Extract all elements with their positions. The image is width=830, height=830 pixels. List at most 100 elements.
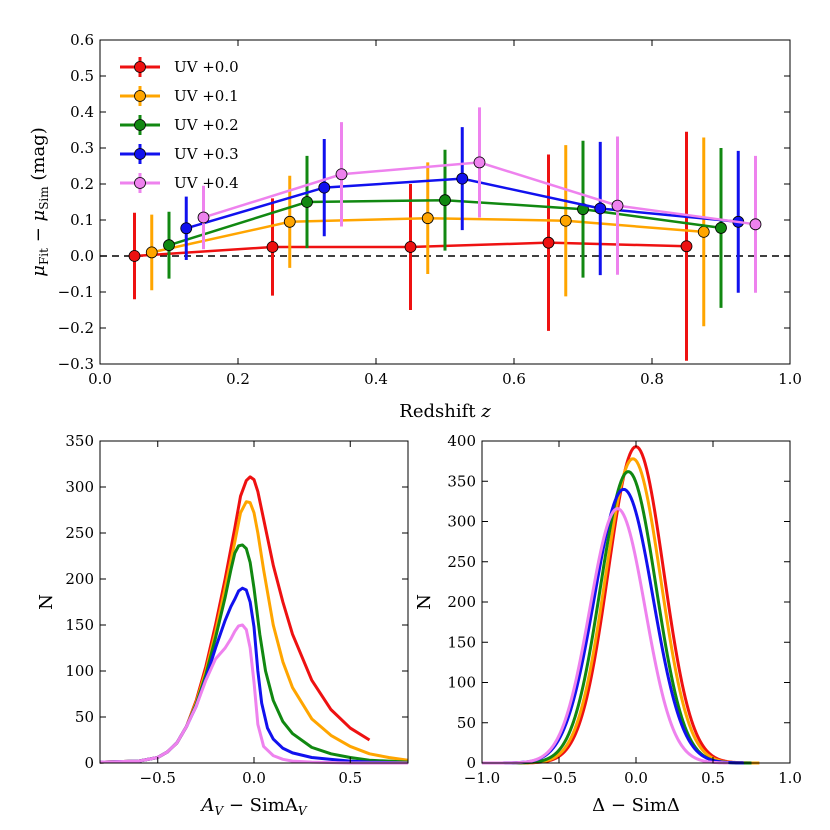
bottom-right-y-tick-label: 200 [447,593,476,611]
bottom-right-series-group [481,445,760,765]
top-y-tick-label: −0.1 [58,283,94,301]
top-y-tick-label: 0.6 [70,31,94,49]
data-point [611,199,624,212]
series-uv-0-1 [145,137,710,327]
bottom-right-y-tick-label: 0 [466,754,476,772]
legend-item-uv-0-1: UV +0.1 [120,86,239,106]
bottom-left-x-tick-label: 0.5 [338,769,362,787]
legend-item-uv-0-3: UV +0.3 [120,144,239,164]
bottom-right-y-tick-label: 400 [447,432,476,450]
bottom-left-x-tick-label: −0.5 [140,769,176,787]
bottom-right-panel: −1.0 −0.5 0.0 0.5 1.0 0 50 100 150 200 250 300 350 40… [414,432,802,816]
top-y-axis-label: μFit − μSim (mag) [28,127,51,276]
data-point [180,222,193,235]
bottom-right-x-tick-label: 1.0 [778,769,802,787]
bottom-left-x-axis-label: AV − SimAV [199,795,307,818]
bottom-left-y-tick-label: 0 [84,754,94,772]
curve-uv-0-3 [489,487,744,765]
bottom-right-x-tick-label: −1.0 [464,769,500,787]
bottom-right-y-tick-label: 150 [447,633,476,651]
bottom-left-plot-frame [99,440,409,764]
bottom-right-x-tick-label: −0.5 [541,769,577,787]
legend-label: UV +0.0 [174,58,239,76]
top-y-tick-label: 0.2 [70,175,94,193]
top-x-tick-label: 0.4 [364,370,388,388]
legend-label: UV +0.2 [174,116,239,134]
data-point [697,225,710,238]
bottom-left-axis-ticks: −0.5 0.0 0.5 0 50 100 150 200 250 300 350 [65,432,408,787]
data-point [163,239,175,252]
series-uv-0-0 [128,131,693,361]
top-series-group [128,107,762,361]
bottom-left-y-tick-label: 300 [65,478,94,496]
data-point [283,215,296,228]
top-x-tick-label: 0.0 [88,370,112,388]
top-y-tick-label: 0.5 [70,67,94,85]
series-uv-0-4 [197,107,762,293]
bottom-right-plot-frame [481,440,791,764]
top-y-tick-label: 0.1 [70,211,94,229]
top-y-tick-label: −0.3 [58,355,94,373]
bottom-right-x-axis-label: Δ − SimΔ [592,795,680,816]
bottom-right-y-tick-label: 100 [447,674,476,692]
top-x-axis-label: Redshift z [399,401,491,422]
legend-swatch-marker [134,119,146,131]
bottom-right-y-tick-label: 350 [447,472,476,490]
legend-label: UV +0.1 [174,87,239,105]
series-uv-0-3 [180,127,745,293]
data-point [456,172,469,185]
legend-swatch-marker [134,61,146,73]
bottom-left-y-tick-label: 200 [65,570,94,588]
data-point [542,236,555,249]
data-point [301,196,313,208]
bottom-right-x-tick-label: 0.0 [624,769,648,787]
data-point [439,194,451,207]
bottom-right-y-tick-label: 250 [447,553,476,571]
top-y-tick-label: 0.0 [70,247,94,265]
top-legend: UV +0.0 UV +0.1 UV +0.2 UV +0.3 UV +0.4 [120,57,239,193]
bottom-right-x-tick-label: 0.5 [701,769,725,787]
legend-swatch-marker [134,177,146,189]
bottom-left-x-tick-label: 0.0 [242,769,266,787]
bottom-left-y-axis-label: N [36,594,57,610]
top-panel: 0.0 0.2 0.4 0.6 0.8 1.0 −0.3 −0.2 −0.1 0.0 0.1 0.2 0… [28,31,802,422]
curve-uv-0-0 [512,445,760,765]
bottom-left-y-tick-label: 250 [65,524,94,542]
bottom-left-y-tick-label: 50 [75,708,94,726]
top-x-tick-label: 0.8 [640,370,664,388]
data-point [680,240,693,253]
top-y-tick-label: 0.4 [70,103,94,121]
data-point [559,214,572,227]
data-point [404,241,417,253]
bottom-right-y-axis-label: N [414,594,435,610]
data-point [749,218,762,231]
data-point [335,168,348,181]
bottom-left-y-tick-label: 350 [65,432,94,450]
curve-uv-0-4 [99,623,408,765]
data-point [128,250,141,262]
top-x-tick-label: 0.6 [502,370,526,388]
bottom-left-y-tick-label: 150 [65,616,94,634]
bottom-left-y-tick-label: 100 [65,662,94,680]
data-point [145,246,158,259]
curve-uv-0-4 [481,507,729,765]
legend-swatch-marker [134,148,146,160]
curve-uv-0-2 [99,543,409,764]
legend-item-uv-0-0: UV +0.0 [120,57,239,77]
data-point [473,156,486,169]
legend-label: UV +0.3 [174,145,239,163]
data-point [421,212,434,225]
top-x-tick-label: 1.0 [778,370,802,388]
top-x-tick-label: 0.2 [226,370,250,388]
bottom-right-y-tick-label: 300 [447,513,476,531]
bottom-right-axis-ticks: −1.0 −0.5 0.0 0.5 1.0 0 50 100 150 200 250 300 350 40… [447,432,802,787]
top-y-tick-label: −0.2 [58,319,94,337]
bottom-right-y-tick-label: 50 [457,714,476,732]
curve-uv-0-0 [99,475,371,764]
data-point [197,211,210,224]
data-point [318,181,331,194]
bottom-left-panel: −0.5 0.0 0.5 0 50 100 150 200 250 300 350 AV − Sim… [36,432,409,818]
legend-item-uv-0-4: UV +0.4 [120,173,239,193]
legend-item-uv-0-2: UV +0.2 [120,115,239,135]
